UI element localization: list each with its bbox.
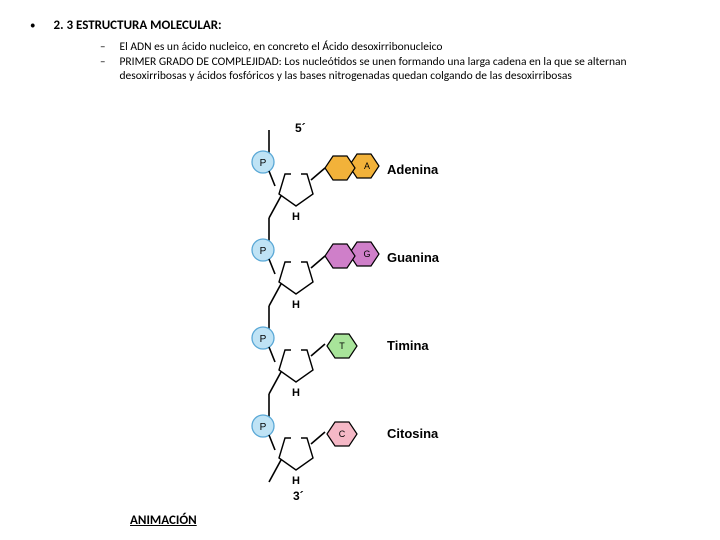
svg-text:Adenina: Adenina bbox=[387, 162, 439, 177]
main-bullet: • 2. 3 ESTRUCTURA MOLECULAR: bbox=[30, 18, 690, 34]
svg-text:5´: 5´ bbox=[295, 121, 306, 135]
svg-text:T: T bbox=[339, 341, 345, 351]
dash-icon: – bbox=[100, 40, 105, 54]
svg-text:Citosina: Citosina bbox=[387, 426, 439, 441]
svg-text:G: G bbox=[363, 249, 370, 259]
svg-text:H: H bbox=[292, 475, 300, 487]
svg-text:P: P bbox=[260, 158, 267, 169]
sub-text-2: PRIMER GRADO DE COMPLEJIDAD: Los nucleót… bbox=[119, 55, 690, 83]
svg-text:H: H bbox=[292, 299, 300, 311]
svg-text:C: C bbox=[339, 429, 346, 439]
sub-item-1: – El ADN es un ácido nucleico, en concre… bbox=[100, 40, 690, 54]
svg-text:P: P bbox=[260, 334, 267, 345]
bullet-dot: • bbox=[30, 18, 35, 34]
dash-icon: – bbox=[100, 55, 105, 69]
section-heading: 2. 3 ESTRUCTURA MOLECULAR: bbox=[53, 18, 221, 33]
dna-diagram: 5´ P A Adenina H P G Guanina H P T Timina H P C Citosin… bbox=[245, 120, 455, 506]
svg-text:Guanina: Guanina bbox=[387, 250, 440, 265]
sublist: – El ADN es un ácido nucleico, en concre… bbox=[100, 40, 690, 83]
sub2-lead: PRIMER GRADO DE COMPLEJIDAD: bbox=[119, 55, 284, 69]
svg-text:H: H bbox=[292, 211, 300, 223]
svg-text:A: A bbox=[364, 161, 370, 171]
svg-text:P: P bbox=[260, 422, 267, 433]
animation-link[interactable]: ANIMACIÓN bbox=[130, 513, 197, 528]
svg-text:H: H bbox=[292, 387, 300, 399]
svg-text:P: P bbox=[260, 246, 267, 257]
svg-text:Timina: Timina bbox=[387, 338, 429, 353]
svg-text:3´: 3´ bbox=[293, 489, 304, 502]
sub-text-1: El ADN es un ácido nucleico, en concreto… bbox=[119, 40, 442, 54]
sub-item-2: – PRIMER GRADO DE COMPLEJIDAD: Los nucle… bbox=[100, 55, 690, 83]
dna-svg: 5´ P A Adenina H P G Guanina H P T Timina H P C Citosin… bbox=[245, 120, 455, 502]
